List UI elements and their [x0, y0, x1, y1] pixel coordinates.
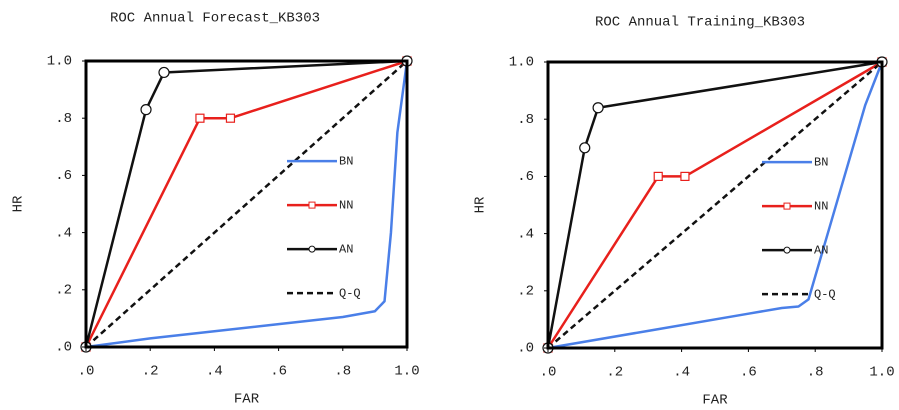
legend-label: Q-Q: [814, 287, 836, 301]
point: [140, 104, 152, 116]
x-tick-label: 1.0: [869, 365, 894, 381]
y-tick-label: .0: [517, 341, 534, 357]
y-tick-label: .8: [517, 112, 534, 128]
legend-marker: [783, 202, 791, 210]
x-tick-label: .4: [206, 364, 223, 380]
x-tick-label: .4: [673, 365, 690, 381]
x-axis-label: FAR: [234, 392, 260, 408]
legend-marker: [308, 201, 316, 209]
series-line: [85, 60, 409, 349]
legend-label: Q-Q: [339, 286, 361, 300]
legend-label: AN: [814, 243, 828, 257]
legend-marker: [308, 245, 316, 253]
y-tick-label: .4: [55, 225, 72, 241]
y-tick-label: .6: [55, 168, 72, 184]
x-tick-label: .8: [334, 364, 351, 380]
chart-title: ROC Annual Training_KB303: [595, 15, 805, 31]
point: [579, 142, 591, 154]
series-line: [84, 59, 408, 348]
series-line: [546, 60, 883, 349]
chart-title: ROC Annual Forecast_KB303: [110, 11, 320, 27]
y-axis-label: HR: [11, 195, 27, 212]
y-tick-label: .8: [55, 111, 72, 127]
point: [195, 113, 205, 123]
legend-label: AN: [339, 242, 353, 256]
x-axis-label: FAR: [702, 393, 728, 409]
x-tick-label: 1.0: [394, 364, 419, 380]
legend-label: NN: [814, 199, 828, 213]
x-tick-label: .8: [807, 365, 824, 381]
y-tick-label: .6: [517, 169, 534, 185]
legend-label: NN: [339, 198, 353, 212]
series-line: [85, 60, 408, 348]
plot-frame: [546, 60, 884, 350]
y-tick-label: 1.0: [47, 54, 72, 70]
series-line: [547, 61, 884, 350]
point: [680, 171, 690, 181]
x-tick-label: .6: [740, 365, 757, 381]
x-tick-label: .2: [142, 364, 159, 380]
series-line: [546, 60, 883, 349]
point: [653, 171, 663, 181]
point: [592, 102, 604, 114]
plot-frame: [84, 59, 409, 349]
x-tick-label: .0: [78, 364, 95, 380]
series-line: [84, 59, 408, 348]
y-tick-label: 1.0: [509, 55, 534, 71]
y-tick-label: .4: [517, 226, 534, 242]
point: [225, 113, 236, 123]
x-tick-label: .2: [606, 365, 623, 381]
y-tick-label: .2: [517, 284, 534, 300]
legend-label: BN: [814, 155, 828, 169]
point: [158, 66, 170, 79]
series-line: [547, 61, 883, 349]
y-tick-label: .2: [55, 283, 72, 299]
legend-label: BN: [339, 154, 353, 168]
y-tick-label: .0: [55, 340, 72, 356]
y-axis-label: HR: [473, 196, 489, 213]
legend-marker: [783, 246, 791, 254]
x-tick-label: .0: [540, 365, 557, 381]
x-tick-label: .6: [270, 364, 287, 380]
